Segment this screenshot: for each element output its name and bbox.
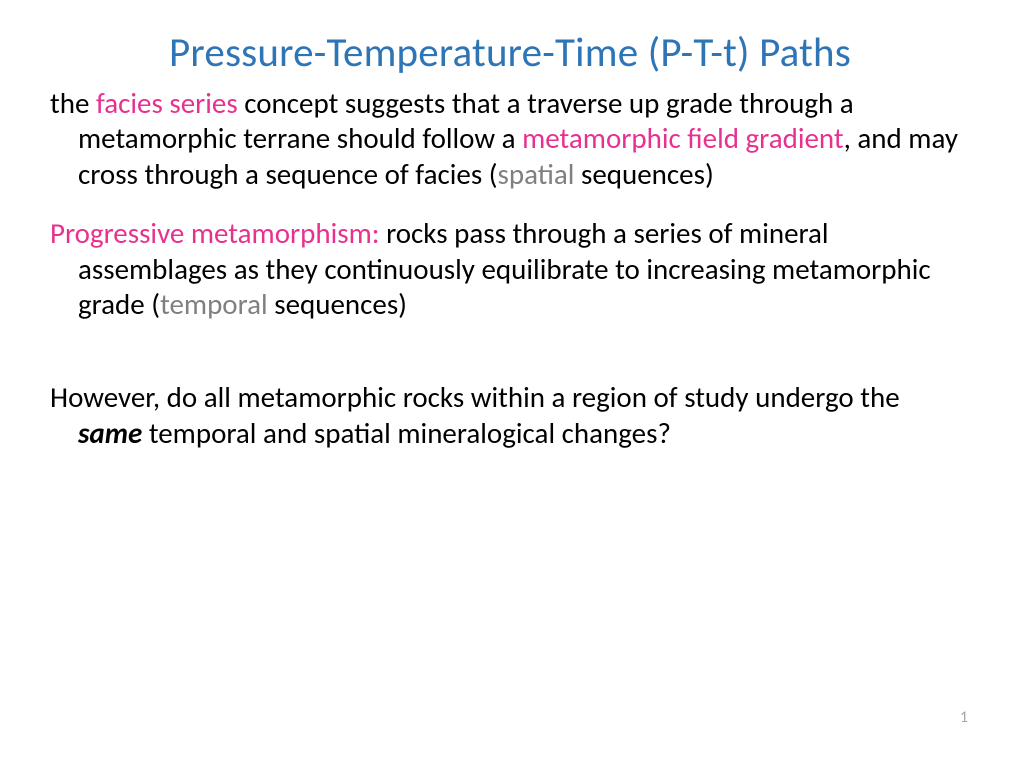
- term-metamorphic-field-gradient: metamorphic field gradient: [522, 120, 844, 156]
- text: However, do all metamorphic rocks within…: [50, 379, 900, 415]
- paragraph-2: Progressive metamorphism: rocks pass thr…: [50, 216, 970, 322]
- text: sequences): [574, 156, 713, 192]
- page-number: 1: [960, 708, 968, 727]
- term-spatial: spatial: [498, 156, 575, 192]
- paragraph-3: However, do all metamorphic rocks within…: [50, 380, 970, 451]
- slide: Pressure-Temperature-Time (P-T-t) Paths …: [0, 0, 1020, 765]
- emphasis-same: same: [78, 415, 142, 451]
- text: temporal and spatial mineralogical chang…: [142, 415, 671, 451]
- term-progressive-metamorphism: Progressive metamorphism:: [50, 215, 380, 251]
- term-temporal: temporal: [160, 286, 268, 322]
- text: sequences): [268, 286, 407, 322]
- term-facies-series: facies series: [96, 85, 238, 121]
- slide-title: Pressure-Temperature-Time (P-T-t) Paths: [50, 28, 970, 78]
- text: the: [50, 85, 96, 121]
- paragraph-1: the facies series concept suggests that …: [50, 86, 970, 192]
